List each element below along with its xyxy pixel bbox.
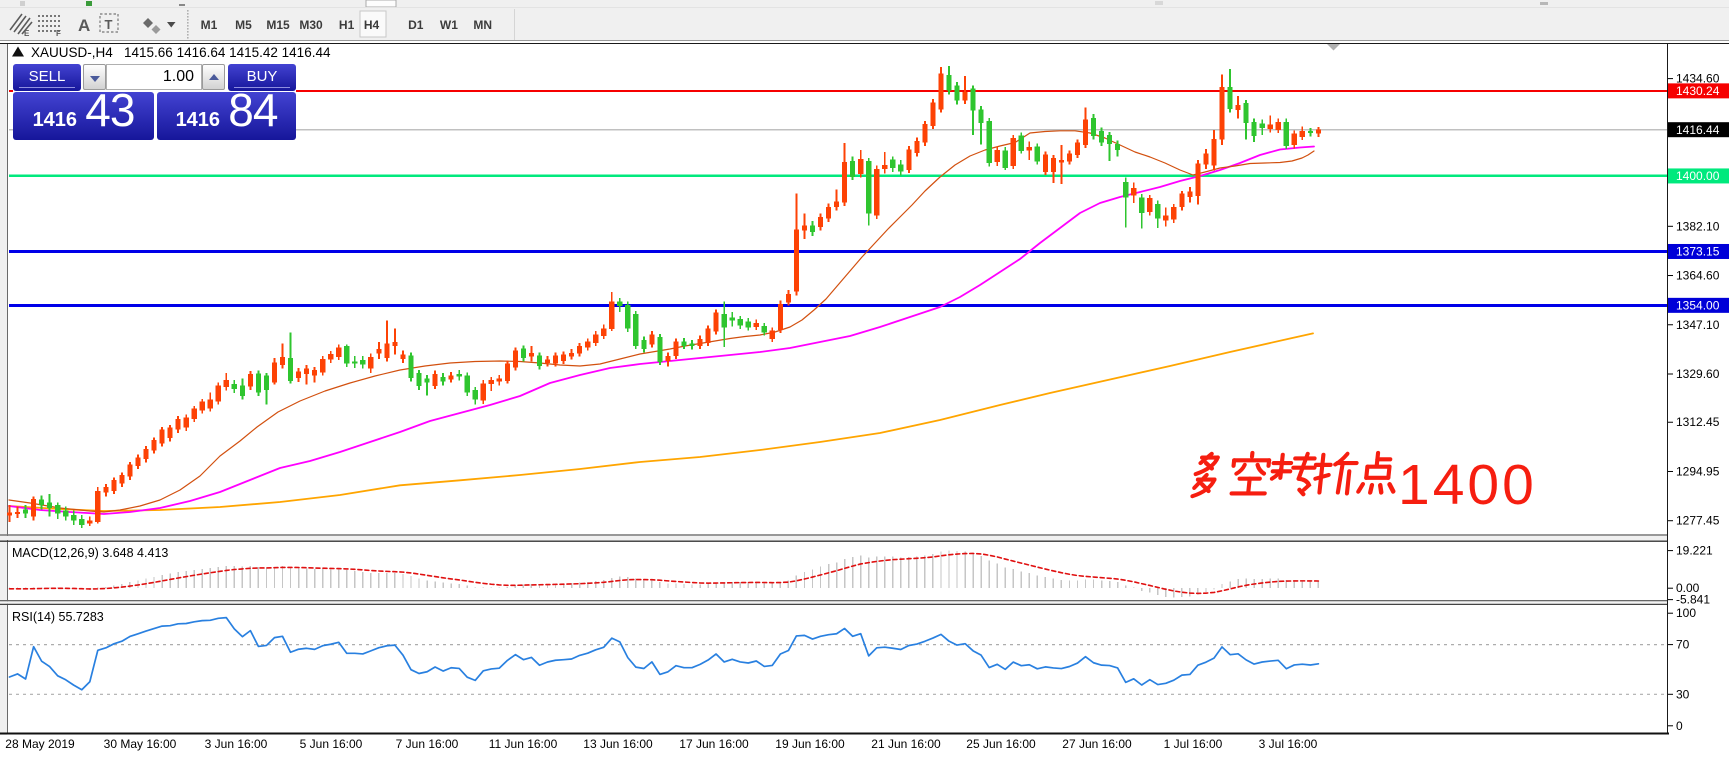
svg-text:70: 70: [1676, 638, 1690, 652]
svg-text:F: F: [56, 29, 61, 38]
svg-text:1373.15: 1373.15: [1676, 245, 1720, 259]
svg-text:D1: D1: [408, 18, 424, 32]
svg-text:100: 100: [1676, 606, 1696, 620]
svg-text:0: 0: [1676, 719, 1683, 733]
svg-text:1400: 1400: [1398, 453, 1537, 517]
svg-text:M5: M5: [235, 18, 252, 32]
svg-text:25 Jun 16:00: 25 Jun 16:00: [966, 737, 1036, 751]
svg-text:-5.841: -5.841: [1676, 593, 1710, 607]
svg-text:19 Jun 16:00: 19 Jun 16:00: [775, 737, 845, 751]
svg-text:27 Jun 16:00: 27 Jun 16:00: [1062, 737, 1132, 751]
svg-text:30: 30: [1676, 687, 1690, 701]
svg-text:19.221: 19.221: [1676, 544, 1713, 558]
svg-text:30 May 16:00: 30 May 16:00: [104, 737, 177, 751]
svg-text:T: T: [105, 17, 113, 32]
svg-text:1364.60: 1364.60: [1676, 269, 1720, 283]
svg-text:1400.00: 1400.00: [1676, 169, 1720, 183]
svg-text:RSI(14) 55.7283: RSI(14) 55.7283: [12, 610, 104, 624]
svg-text:1354.00: 1354.00: [1676, 299, 1720, 313]
svg-text:XAUUSD-,H4 1415.66 1416.64 1: XAUUSD-,H4 1415.66 1416.64 1415.42 1416.…: [31, 45, 331, 60]
svg-text:1347.10: 1347.10: [1676, 318, 1720, 332]
svg-text:MACD(12,26,9) 3.648 4.413: MACD(12,26,9) 3.648 4.413: [12, 546, 168, 560]
svg-text:1 Jul 16:00: 1 Jul 16:00: [1164, 737, 1223, 751]
svg-text:M30: M30: [299, 18, 323, 32]
svg-text:M15: M15: [266, 18, 290, 32]
svg-text:H1: H1: [339, 18, 355, 32]
svg-text:1416.44: 1416.44: [1676, 123, 1720, 137]
svg-text:M1: M1: [201, 18, 218, 32]
svg-text:E: E: [24, 29, 30, 38]
svg-text:3 Jun 16:00: 3 Jun 16:00: [205, 737, 268, 751]
svg-text:11 Jun 16:00: 11 Jun 16:00: [489, 737, 558, 751]
svg-text:5 Jun 16:00: 5 Jun 16:00: [300, 737, 363, 751]
svg-text:A: A: [78, 16, 90, 35]
svg-text:H4: H4: [364, 18, 380, 32]
svg-text:1312.45: 1312.45: [1676, 415, 1720, 429]
svg-text:13 Jun 16:00: 13 Jun 16:00: [583, 737, 653, 751]
svg-text:1277.45: 1277.45: [1676, 514, 1720, 528]
svg-text:MN: MN: [473, 18, 492, 32]
svg-text:21 Jun 16:00: 21 Jun 16:00: [871, 737, 941, 751]
svg-text:1294.95: 1294.95: [1676, 464, 1720, 478]
svg-text:1329.60: 1329.60: [1676, 367, 1720, 381]
svg-text:3 Jul 16:00: 3 Jul 16:00: [1259, 737, 1318, 751]
svg-text:1430.24: 1430.24: [1676, 84, 1720, 98]
svg-text:7 Jun 16:00: 7 Jun 16:00: [396, 737, 459, 751]
svg-text:1382.10: 1382.10: [1676, 219, 1720, 233]
svg-text:W1: W1: [440, 18, 458, 32]
svg-text:28 May 2019: 28 May 2019: [5, 737, 75, 751]
svg-text:17 Jun 16:00: 17 Jun 16:00: [679, 737, 749, 751]
